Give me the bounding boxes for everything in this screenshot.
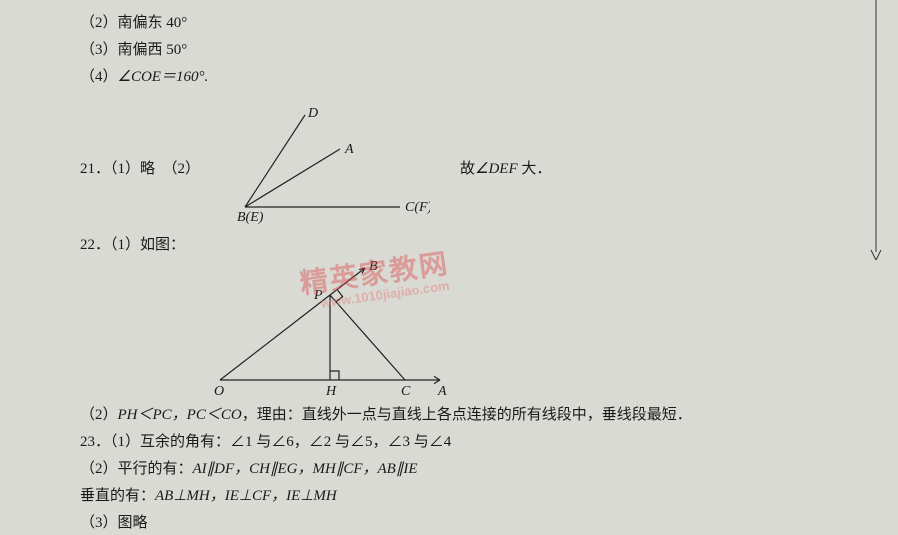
answer-3: （3）南偏西 50° bbox=[80, 38, 898, 62]
q23-line1: 23．（1）互余的角有：∠1 与∠6，∠2 与∠5，∠3 与∠4 bbox=[80, 430, 898, 454]
q21-conc-angle: ∠DEF bbox=[475, 161, 518, 177]
q23-l3-prefix: 垂直的有： bbox=[80, 488, 155, 504]
q21-prefix: 21．（1）略 （2） bbox=[80, 157, 200, 178]
page: （2）南偏东 40° （3）南偏西 50° （4）∠COE＝160°. 21．（… bbox=[0, 0, 898, 535]
q21-conc-post: 大． bbox=[518, 161, 552, 177]
svg-text:P: P bbox=[313, 288, 323, 303]
q22-diagram: O H C A P B bbox=[200, 260, 898, 400]
answer-4-expr: ∠COE＝160°. bbox=[118, 69, 209, 85]
svg-text:D: D bbox=[307, 107, 318, 121]
q23-line4: （3）图略 bbox=[80, 511, 898, 535]
answer-2: （2）南偏东 40° bbox=[80, 11, 898, 35]
answer-4-prefix: （4） bbox=[80, 69, 118, 85]
q21-diagram: B(E) C(F) A D bbox=[210, 107, 430, 227]
q23-line2: （2）平行的有：AI∥DF，CH∥EG，MH∥CF，AB∥IE bbox=[80, 457, 898, 481]
svg-text:A: A bbox=[437, 384, 447, 399]
svg-text:O: O bbox=[214, 384, 224, 399]
q22-line2: （2）PH＜PC，PC＜CO，理由：直线外一点与直线上各点连接的所有线段中，垂线… bbox=[80, 403, 898, 427]
svg-text:H: H bbox=[325, 384, 337, 399]
q22-line1: 22．（1）如图： bbox=[80, 233, 898, 257]
q22-l2-prefix: （2） bbox=[80, 407, 118, 423]
q23-l3-math: AB⊥MH，IE⊥CF，IE⊥MH bbox=[155, 488, 337, 504]
q23-l2-prefix: （2）平行的有： bbox=[80, 461, 193, 477]
q21-conc-pre: 故 bbox=[460, 161, 475, 177]
answer-4: （4）∠COE＝160°. bbox=[80, 65, 898, 89]
svg-text:B(E): B(E) bbox=[237, 210, 264, 225]
svg-text:C(F): C(F) bbox=[405, 200, 430, 215]
q22-l2-rest: ，理由：直线外一点与直线上各点连接的所有线段中，垂线段最短． bbox=[242, 407, 692, 423]
svg-text:B: B bbox=[369, 260, 378, 274]
q23-l2-math: AI∥DF，CH∥EG，MH∥CF，AB∥IE bbox=[193, 461, 418, 477]
q21-conclusion: 故∠DEF 大． bbox=[460, 157, 551, 178]
side-arrow bbox=[866, 0, 886, 265]
svg-text:A: A bbox=[344, 142, 354, 157]
q21-row: 21．（1）略 （2） B(E) C(F) A D 故∠DEF 大． bbox=[80, 107, 898, 227]
svg-text:C: C bbox=[401, 384, 411, 399]
q22-l2-math: PH＜PC，PC＜CO bbox=[118, 407, 242, 423]
q23-line3: 垂直的有：AB⊥MH，IE⊥CF，IE⊥MH bbox=[80, 484, 898, 508]
